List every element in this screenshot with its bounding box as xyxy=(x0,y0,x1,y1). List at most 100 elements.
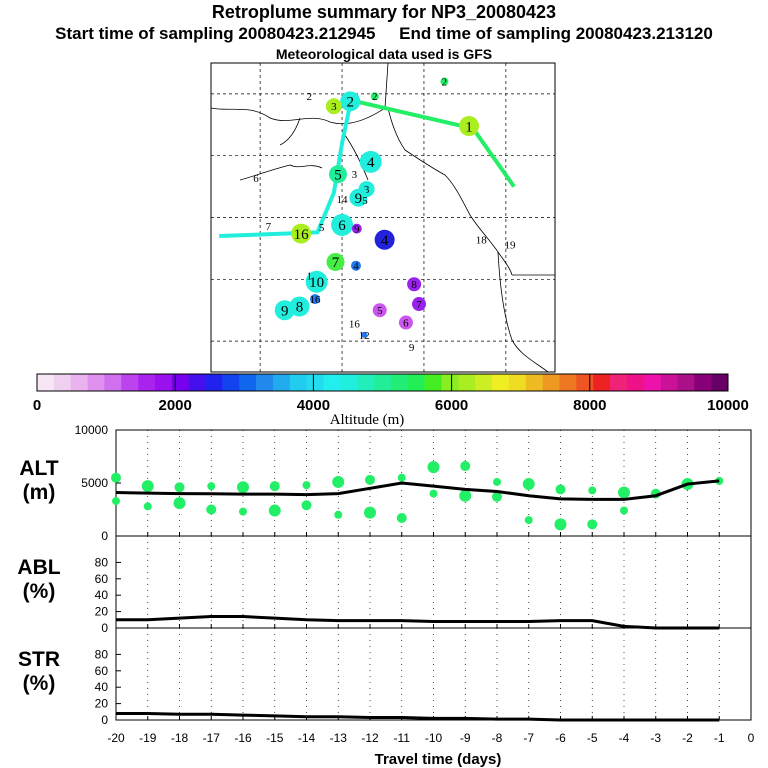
y-tick-label: 40 xyxy=(95,588,109,602)
plume-marker: 3 xyxy=(325,98,342,115)
panel-abl: 80 60 40 20 0 ABL(%) xyxy=(17,535,752,635)
x-tick-label: -11 xyxy=(394,731,411,745)
y-axis-label: STR xyxy=(18,648,60,671)
colorbar-cell xyxy=(508,374,527,391)
marker-label: 7 xyxy=(266,221,272,233)
plume-marker: 6 xyxy=(398,315,413,330)
colorbar-cell xyxy=(239,374,257,391)
plume-marker: 14 xyxy=(337,194,349,206)
scatter-point xyxy=(141,480,154,493)
x-tick-label: -9 xyxy=(460,731,471,745)
colorbar-cell xyxy=(694,374,712,391)
plume-marker: 16 xyxy=(310,294,322,306)
marker-dot xyxy=(440,77,449,86)
scatter-point xyxy=(554,518,567,531)
marker-label: 6 xyxy=(338,218,346,234)
colorbar-cell xyxy=(87,374,105,391)
marker-dot xyxy=(370,92,379,101)
x-tick-label: -1 xyxy=(714,731,725,745)
colorbar-tick-label: 0 xyxy=(33,397,41,414)
colorbar-cell xyxy=(525,374,543,391)
plume-marker: 8 xyxy=(289,296,310,317)
scatter-point xyxy=(239,507,247,516)
x-tick-label: -3 xyxy=(650,731,661,745)
x-tick-label: -10 xyxy=(425,731,443,745)
plume-marker: 5 xyxy=(362,195,368,207)
x-tick-label: -18 xyxy=(171,731,189,745)
colorbar-cell xyxy=(643,374,661,391)
plume-marker: 8 xyxy=(407,277,422,292)
colorbar-cell xyxy=(104,374,122,391)
colorbar-cell xyxy=(306,374,324,391)
scatter-point xyxy=(364,506,376,519)
colorbar-cell xyxy=(542,374,560,391)
marker-dot xyxy=(305,270,328,293)
x-tick-label: -20 xyxy=(107,731,125,745)
marker-label: 10 xyxy=(309,275,324,291)
scatter-point xyxy=(237,481,249,494)
colorbar-tick-label: 2000 xyxy=(159,397,192,414)
colorbar-cell xyxy=(171,374,189,391)
x-tick-label: -16 xyxy=(234,731,252,745)
scatter-point xyxy=(206,504,217,515)
marker-label: 2 xyxy=(307,91,313,103)
marker-label: 8 xyxy=(411,279,417,291)
plume-marker: 16 xyxy=(291,223,312,244)
y-tick-label: 60 xyxy=(95,572,109,586)
plume-marker: 10 xyxy=(305,270,328,293)
y-tick-label: 5000 xyxy=(81,476,108,490)
marker-label: 9 xyxy=(281,303,289,319)
cyan-track xyxy=(219,103,353,239)
marker-label: 1 xyxy=(307,270,313,282)
plume-marker: 5 xyxy=(328,165,347,184)
marker-dot xyxy=(407,277,422,292)
marker-dot xyxy=(328,165,347,184)
x-tick-label: -5 xyxy=(587,731,598,745)
colorbar-cell xyxy=(357,374,375,391)
colorbar-cell xyxy=(390,374,409,391)
marker-dot xyxy=(361,331,368,338)
marker-label: 2 xyxy=(372,91,378,103)
y-tick-label: 0 xyxy=(101,529,108,543)
sampling-times: Start time of sampling 20080423.212945 E… xyxy=(55,24,713,43)
series-line xyxy=(116,615,720,630)
colorbar-tick-label: 4000 xyxy=(297,397,330,414)
marker-label: 18 xyxy=(476,235,488,247)
met-data-label: Meteorological data used is GFS xyxy=(275,46,493,62)
marker-label: 4 xyxy=(381,233,389,249)
marker-label: 5 xyxy=(334,167,342,183)
marker-dot xyxy=(331,213,354,236)
marker-label: 9 xyxy=(409,342,415,354)
plume-marker: 6 xyxy=(331,213,354,236)
colorbar-cell xyxy=(340,374,358,391)
marker-label: 6 xyxy=(253,173,259,185)
scatter-point xyxy=(492,491,502,502)
scatter-point xyxy=(427,461,440,474)
marker-label: 16 xyxy=(310,294,322,306)
marker-dot xyxy=(412,297,427,312)
x-tick-label: -2 xyxy=(682,731,693,745)
y-tick-label: 0 xyxy=(101,713,108,727)
colorbar-cell xyxy=(188,374,206,391)
x-tick-label: -15 xyxy=(266,731,284,745)
marker-label: 8 xyxy=(296,300,304,316)
plume-marker: 18 xyxy=(476,235,488,247)
marker-dot xyxy=(291,223,312,244)
marker-label: 2 xyxy=(442,76,448,88)
marker-dot xyxy=(326,252,345,271)
x-tick-label: -4 xyxy=(619,731,630,745)
colorbar-cell xyxy=(424,374,442,391)
colorbar-cell xyxy=(407,374,425,391)
plume-marker: 2 xyxy=(370,91,379,103)
plume-marker: 2 xyxy=(307,91,313,103)
y-axis-label: (m) xyxy=(23,481,56,504)
marker-label: 4 xyxy=(353,261,359,273)
plume-marker: 1 xyxy=(459,116,479,137)
scatter-point xyxy=(620,506,628,515)
x-tick-label: 0 xyxy=(748,731,755,745)
map-frame xyxy=(210,62,556,373)
marker-dot xyxy=(325,98,342,115)
